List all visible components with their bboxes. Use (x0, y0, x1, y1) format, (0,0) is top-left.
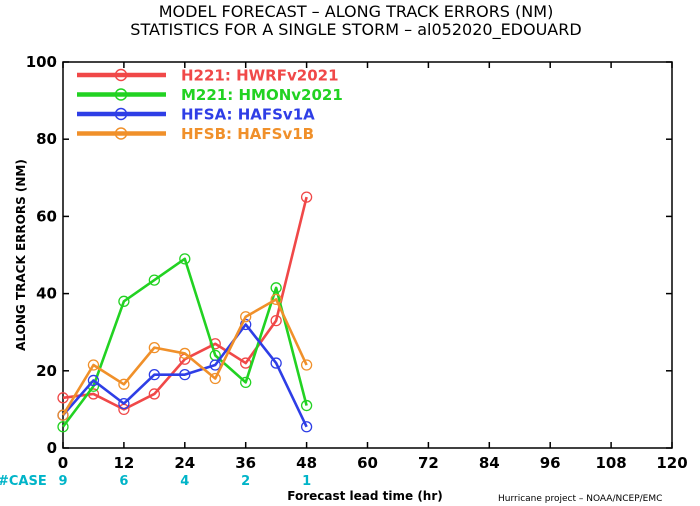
legend-swatch-marker (114, 88, 128, 101)
series-line-1 (62, 196, 308, 411)
y-tick-label: 20 (36, 362, 57, 380)
data-point (57, 409, 69, 421)
data-point (179, 369, 191, 381)
data-point (179, 347, 191, 360)
plot-frame (62, 61, 673, 449)
data-point (300, 421, 313, 433)
case-count: 1 (302, 474, 311, 489)
y-tick-label: 0 (47, 439, 57, 457)
x-tick-label: 60 (357, 454, 378, 472)
series-line-2 (61, 257, 308, 428)
data-point (209, 372, 221, 385)
x-tick-label: 0 (58, 454, 68, 472)
data-point (209, 359, 221, 371)
y-axis-title: ALONG TRACK ERRORS (NM) (14, 159, 28, 351)
y-tick-label: 100 (26, 53, 57, 71)
x-axis-title: Forecast lead time (hr) (287, 489, 443, 503)
data-point (118, 295, 130, 307)
data-point (87, 374, 100, 387)
credit-text: Hurricane project – NOAA/NCEP/EMC (498, 494, 662, 504)
data-point (270, 357, 282, 369)
x-tick-label: 84 (479, 454, 500, 472)
x-tick-label: 12 (113, 454, 134, 472)
data-point (240, 311, 252, 323)
x-tick-label: 108 (595, 454, 626, 472)
x-tick-label: 24 (174, 454, 195, 472)
series-line-4 (61, 298, 308, 416)
data-point (179, 253, 191, 265)
data-point (300, 399, 313, 412)
case-count: 9 (58, 474, 67, 489)
chart-title: MODEL FORECAST – ALONG TRACK ERRORS (NM) (159, 2, 554, 21)
data-point (148, 341, 161, 354)
x-tick-label: 96 (540, 454, 561, 472)
legend-label: HFSB: HAFSv1B (181, 125, 314, 143)
data-point (270, 293, 282, 306)
data-point (300, 191, 313, 203)
data-point (148, 388, 161, 400)
data-point (270, 314, 282, 327)
x-tick-label: 36 (235, 454, 256, 472)
data-point (148, 369, 161, 381)
case-count: 6 (119, 474, 128, 489)
data-point (270, 282, 282, 294)
legend-swatch-marker (114, 127, 128, 140)
data-point (300, 359, 313, 371)
data-point (57, 421, 69, 433)
data-point (240, 376, 252, 389)
x-tick-label: 72 (418, 454, 439, 472)
legend-label: M221: HMONv2021 (181, 86, 343, 104)
series-line-3 (62, 323, 308, 428)
legend-swatch-marker (114, 68, 128, 82)
data-point (87, 359, 100, 371)
data-point (118, 397, 130, 410)
y-tick-label: 60 (36, 207, 57, 225)
x-tick-label: 120 (656, 454, 687, 472)
data-point (57, 392, 69, 404)
case-count: 4 (180, 474, 189, 489)
legend-label: HFSA: HAFSv1A (181, 106, 315, 124)
axis-ticks: 0 12 24 36 48 60 72 84 96 108 120 0 20 40 60 80 100 (26, 53, 688, 472)
case-counts: 9 6 4 2 1 (58, 474, 311, 489)
x-tick-label: 48 (296, 454, 317, 472)
data-point (148, 274, 161, 286)
legend-swatch-marker (114, 107, 128, 121)
data-point (118, 378, 130, 390)
chart-subtitle: STATISTICS FOR A SINGLE STORM – al052020… (130, 20, 581, 40)
case-label: #CASE (0, 474, 47, 489)
case-count: 2 (241, 474, 250, 489)
y-tick-label: 80 (36, 130, 57, 148)
y-tick-label: 40 (36, 285, 57, 303)
series-group (57, 191, 313, 433)
legend-label: H221: HWRFv2021 (181, 67, 339, 85)
